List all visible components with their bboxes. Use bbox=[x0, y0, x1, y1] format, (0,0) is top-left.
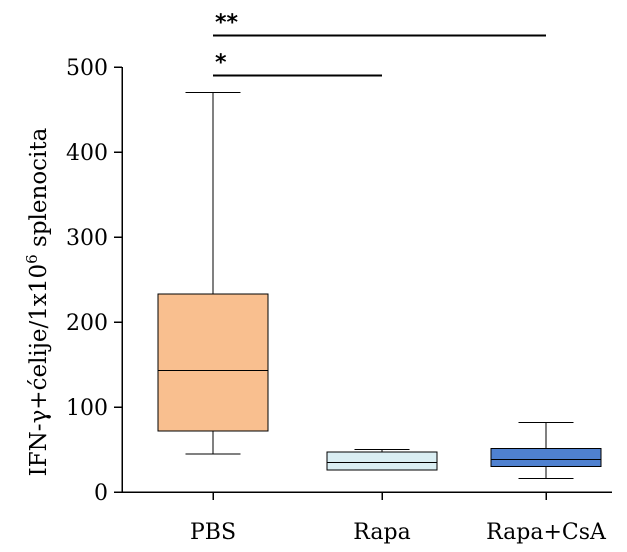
significance-brackets: *** bbox=[213, 11, 546, 77]
y-tick-label: 200 bbox=[66, 311, 108, 336]
boxes bbox=[157, 92, 602, 479]
box-pbs bbox=[157, 92, 269, 455]
iqr-box bbox=[157, 293, 269, 432]
iqr-box bbox=[326, 451, 438, 471]
significance-label: ** bbox=[215, 11, 239, 36]
box-rapa bbox=[326, 449, 438, 471]
box-rapa-csa bbox=[490, 421, 602, 479]
y-tick-label: 500 bbox=[66, 56, 108, 81]
significance-label: * bbox=[215, 51, 227, 76]
y-axis-label-tail: splenocita bbox=[26, 127, 52, 254]
axes: 0 100 200 300 400 500 PBS Rapa Rapa+CsA bbox=[66, 56, 612, 545]
x-tick-label: Rapa+CsA bbox=[486, 520, 607, 545]
y-tick-label: 300 bbox=[66, 226, 108, 251]
y-tick-label: 100 bbox=[66, 396, 108, 421]
y-axis-label-sup: 6 bbox=[23, 254, 41, 264]
x-tick-label: PBS bbox=[190, 520, 236, 545]
y-tick-label: 0 bbox=[94, 481, 108, 506]
y-axis-label: IFN-γ+ćelije/1x106 splenocita bbox=[23, 127, 52, 476]
iqr-box bbox=[490, 448, 602, 467]
y-tick-label: 400 bbox=[66, 141, 108, 166]
x-tick-label: Rapa bbox=[353, 520, 410, 545]
y-axis-label-main: IFN-γ+ćelije/1x10 bbox=[26, 264, 52, 477]
